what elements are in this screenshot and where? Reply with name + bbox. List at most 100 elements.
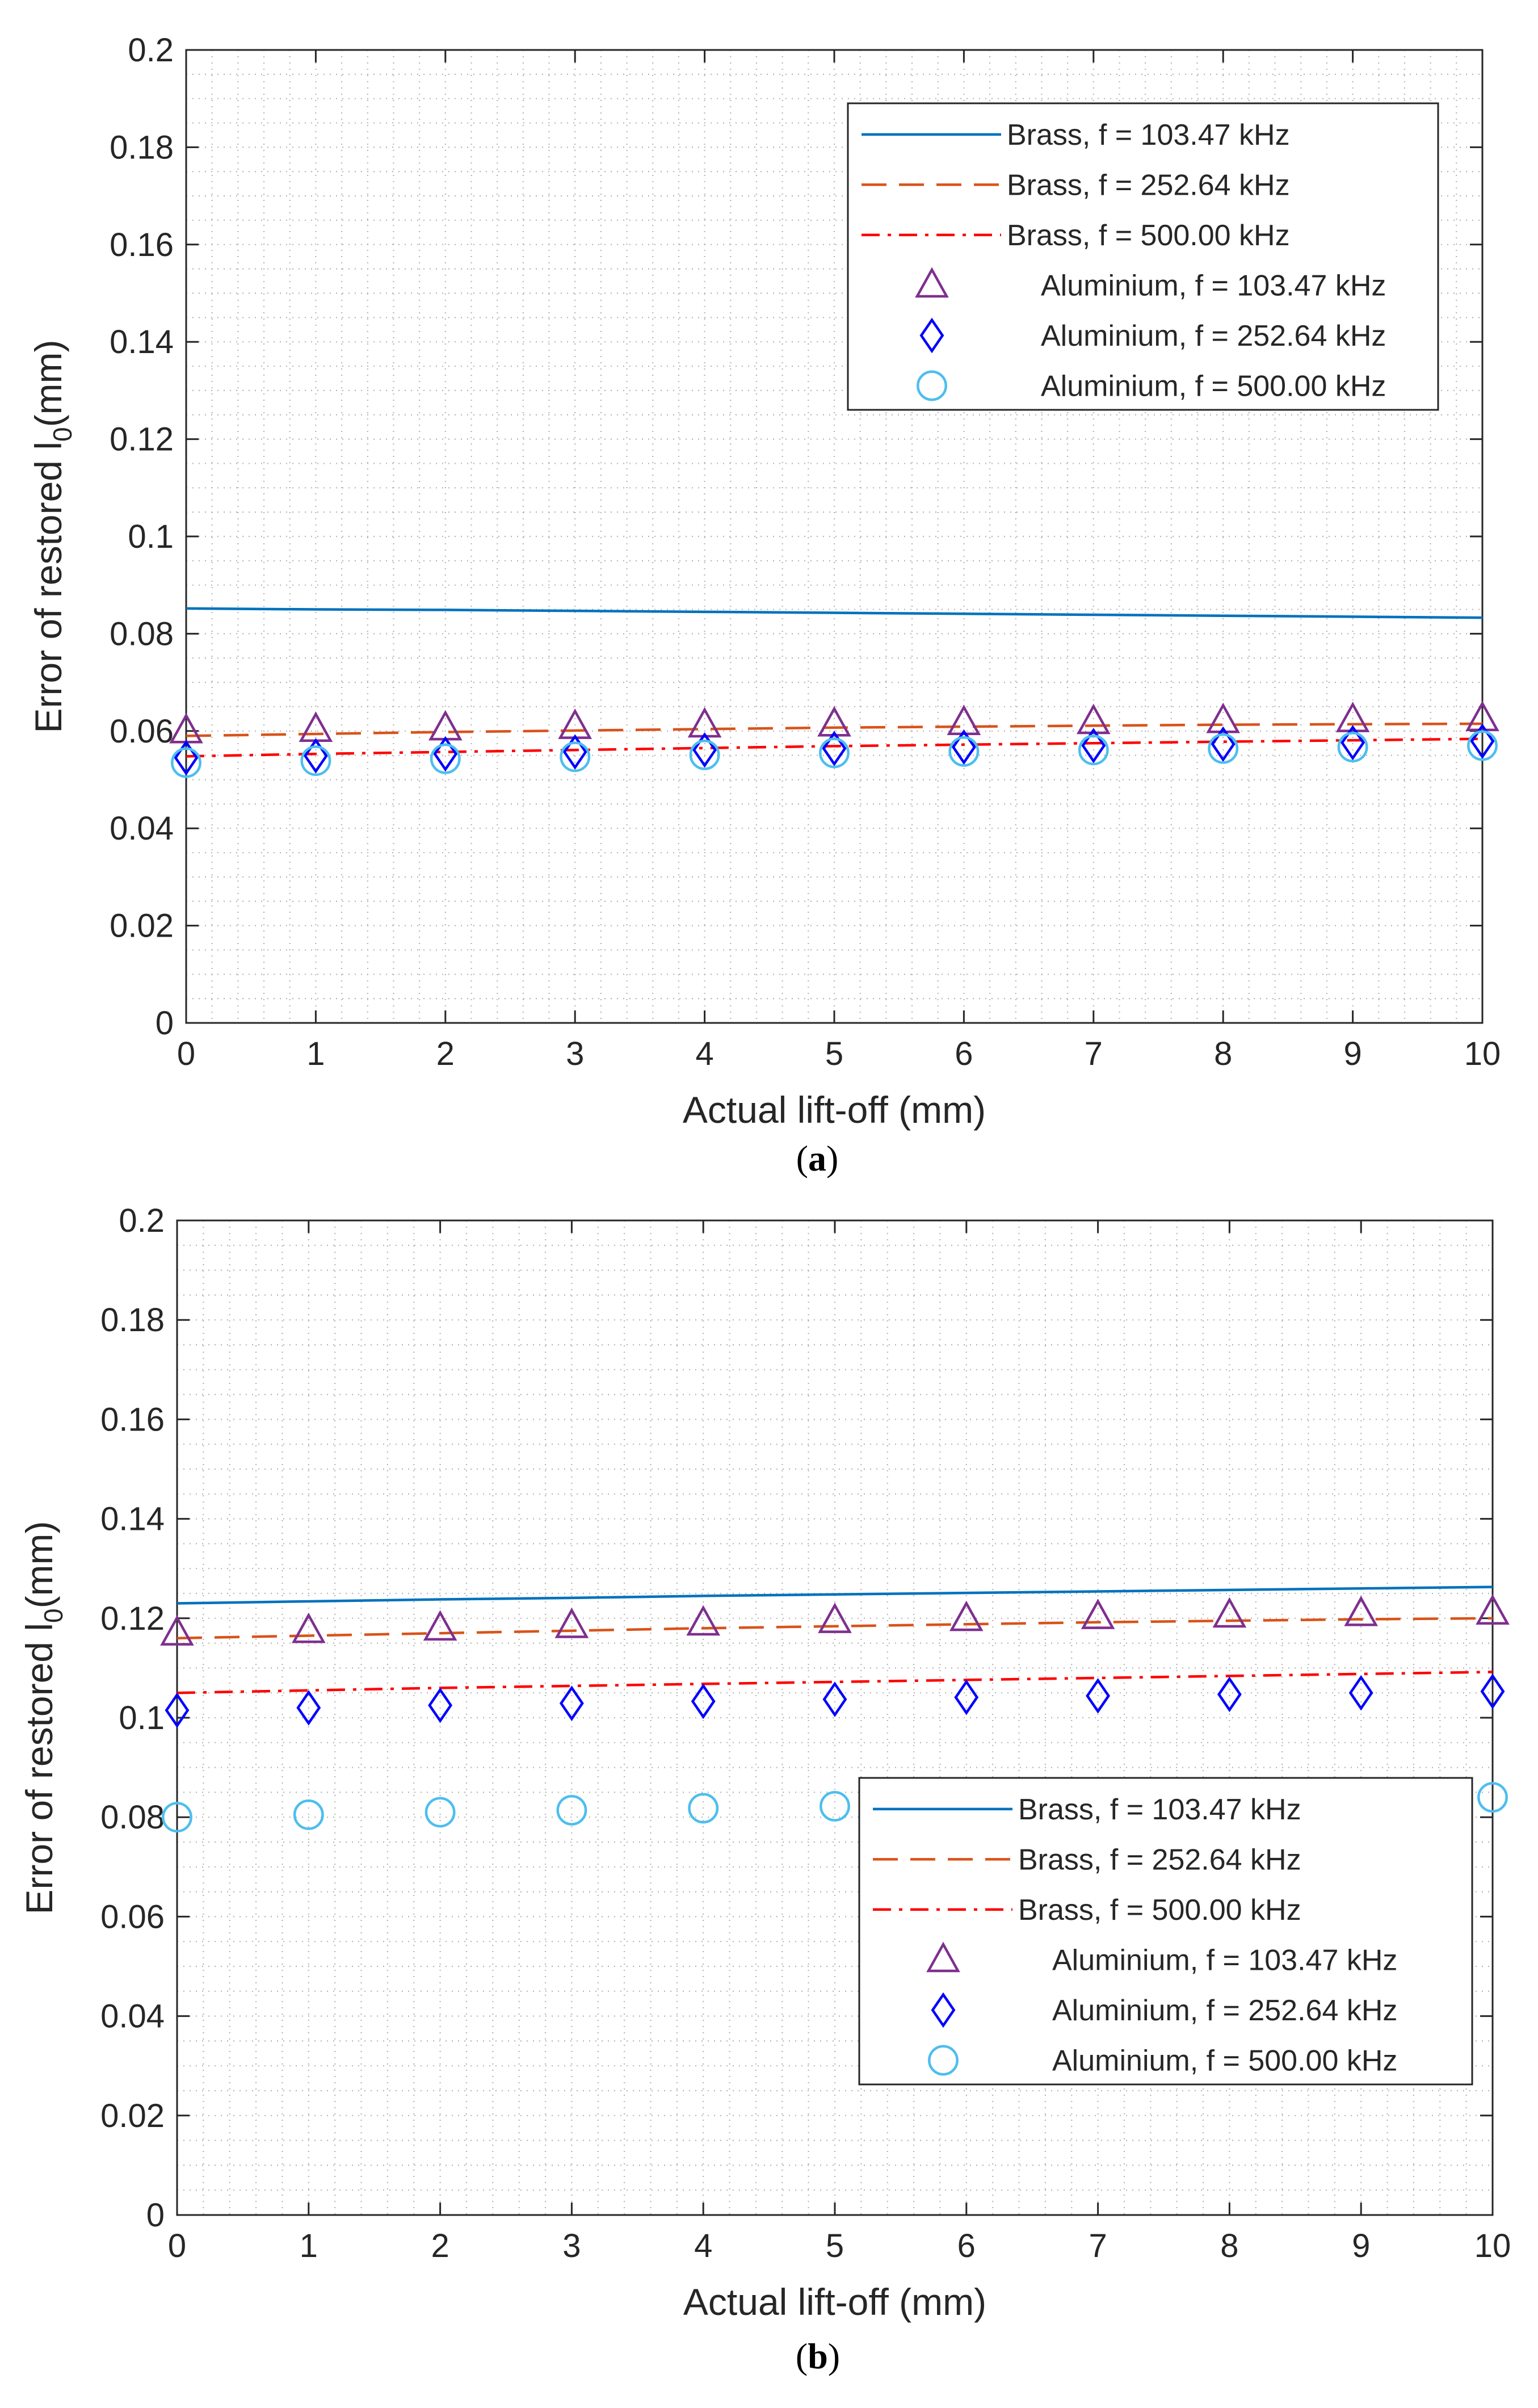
data-point-diamond [559,1685,584,1721]
x-tick-label: 0 [177,1035,195,1072]
x-tick-label: 4 [694,2227,712,2264]
chart-panel-b: 0 1 2 3 4 5 6 7 8 9 10 0 0.02 0.04 0.06 0.08 0.1 0.12 0.14… [18,1202,1511,2376]
legend-box [847,102,1439,411]
series-line [177,1617,1493,1640]
x-tick-label: 4 [695,1035,713,1072]
data-point-triangle [1335,702,1370,732]
series-6 [171,730,1498,778]
y-tick-label: 0.06 [110,713,174,750]
legend-label: Brass, f = 103.47 kHz [1018,1793,1301,1826]
series-1 [186,607,1483,619]
legend-label: Aluminium, f = 500.00 kHz [1052,2045,1397,2078]
x-tick-label: 7 [1085,1035,1103,1072]
series-2 [186,722,1483,737]
x-tick-label: 2 [431,2227,449,2264]
y-axis-label-subscript: 0 [39,1608,68,1623]
data-point-diamond [1211,726,1236,762]
panel-caption-letter: a [808,1138,826,1178]
chart-panel-a: 0 1 2 3 4 5 6 7 8 9 10 0 0.02 0.04 0.06 0.08 0.1 0.12 0.14… [27,32,1501,1178]
data-point-diamond [822,731,847,766]
legend-box [858,1777,1473,2086]
x-tick-label: 3 [562,2227,581,2264]
series-4 [160,1594,1510,1646]
panel-caption-open: ( [796,1138,808,1178]
data-point-circle [689,739,720,770]
data-point-triangle [1206,702,1241,733]
y-axis-label-unit: (mm) [18,1521,60,1608]
data-point-diamond [954,1679,979,1715]
legend: Brass, f = 103.47 kHz Brass, f = 252.64 k… [847,102,1439,411]
data-point-circle [556,1794,587,1826]
y-tick-label: 0.06 [100,1898,165,1935]
data-point-diamond [1081,728,1106,763]
data-point-diamond [165,1692,190,1729]
data-point-circle [948,736,980,767]
legend-swatch-diamond [931,1992,956,2028]
y-tick-label: 0.1 [128,518,174,555]
data-point-circle [1467,730,1498,761]
x-tick-label: 10 [1464,1035,1501,1072]
y-axis-label: Error of restored l0(mm) [27,339,77,733]
legend-swatch-triangle [926,1941,960,1973]
y-axis-label-main: Error of restored l [27,442,69,733]
series-3 [186,737,1483,758]
y-tick-label: 0.16 [100,1401,165,1438]
y-tick-label: 0.04 [100,1998,165,2035]
data-point-triangle [1076,703,1111,735]
data-point-diamond [691,1683,716,1719]
x-tick-label: 7 [1089,2227,1107,2264]
legend: Brass, f = 103.47 kHz Brass, f = 252.64 k… [858,1777,1473,2086]
panel-caption-letter: b [808,2336,828,2376]
legend-label: Aluminium, f = 500.00 kHz [1041,370,1386,403]
legend-label: Aluminium, f = 103.47 kHz [1041,269,1386,302]
x-axis-label: Actual lift-off (mm) [683,1089,986,1131]
data-point-triangle [949,1600,984,1631]
y-tick-label: 0.08 [100,1799,165,1836]
legend-swatch-triangle [915,267,949,298]
data-point-circle [162,1802,192,1833]
y-axis-label: Error of restored l0(mm) [18,1521,68,1914]
data-point-triangle [686,1605,721,1636]
y-tick-label: 0 [156,1005,174,1042]
legend-label: Brass, f = 103.47 kHz [1007,119,1290,152]
data-point-diamond [951,729,976,765]
data-point-triangle [1212,1597,1247,1628]
data-point-triangle [554,1608,589,1638]
panel-caption-close: ) [826,1138,838,1178]
series-1 [177,1585,1493,1605]
data-point-diamond [303,738,328,774]
data-point-diamond [562,734,587,770]
legend-label: Brass, f = 500.00 kHz [1018,1894,1301,1927]
y-tick-label: 0.16 [110,226,174,263]
y-tick-label: 0 [146,2197,165,2234]
legend-label: Brass, f = 500.00 kHz [1007,219,1290,252]
data-point-triangle [1081,1599,1115,1629]
y-tick-label: 0.2 [119,1202,165,1239]
x-tick-label: 6 [957,2227,976,2264]
panel-caption: (a) [796,1138,839,1178]
y-tick-label: 0.02 [110,908,174,945]
series-4 [169,700,1499,744]
data-point-triangle [160,1615,194,1646]
y-tick-label: 0.18 [110,129,174,166]
data-point-triangle [1476,1594,1510,1625]
y-tick-label: 0.12 [100,1600,165,1637]
data-point-diamond [1341,725,1365,761]
x-tick-label: 5 [826,2227,844,2264]
panel-caption-close: ) [828,2336,840,2376]
data-point-circle [293,1799,324,1830]
x-tick-label: 3 [566,1035,584,1072]
data-point-circle [819,737,850,769]
data-point-triangle [818,1602,852,1633]
x-tick-label: 0 [168,2227,186,2264]
data-point-diamond [296,1690,321,1726]
y-tick-label: 0.14 [100,1501,165,1538]
x-tick-label: 6 [955,1035,973,1072]
data-point-diamond [174,740,199,776]
series-5 [165,1673,1505,1729]
y-axis-label-subscript: 0 [48,427,77,442]
y-tick-label: 0.14 [110,324,174,360]
data-point-diamond [692,732,717,768]
data-point-triangle [423,1610,457,1641]
